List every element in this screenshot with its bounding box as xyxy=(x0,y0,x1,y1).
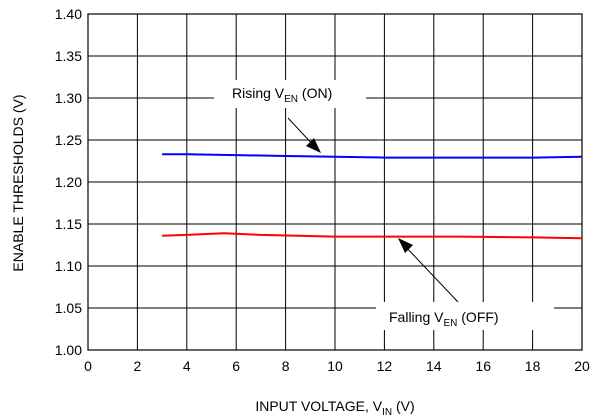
annotation-rising: Rising VEN (ON) xyxy=(214,80,366,153)
plot-frame xyxy=(87,13,583,351)
series-lines xyxy=(162,153,583,240)
x-tick-label-0: 0 xyxy=(84,358,92,374)
y-axis-title: ENABLE THRESHOLDS (V) xyxy=(10,94,26,271)
x-tick-label-10: 20 xyxy=(574,358,590,374)
y-tick-label-7: 1.35 xyxy=(55,48,82,64)
falling-label-sub: EN xyxy=(443,318,457,329)
falling-label-main: Falling V xyxy=(389,309,444,325)
x-axis-title-main: INPUT VOLTAGE, V xyxy=(255,398,382,414)
y-tick-label-0: 1.00 xyxy=(55,342,82,358)
rising-label-main: Rising V xyxy=(232,85,285,101)
y-tick-label-6: 1.30 xyxy=(55,90,82,106)
x-tick-label-7: 14 xyxy=(426,358,442,374)
grid-lines xyxy=(87,13,583,351)
y-tick-label-8: 1.40 xyxy=(55,6,82,22)
annotation-falling: Falling VEN (OFF) xyxy=(376,238,554,330)
annotation-rising-label: Rising VEN (ON) xyxy=(232,85,332,105)
x-tick-label-3: 6 xyxy=(232,358,240,374)
tick-labels: 0 2 4 6 8 10 12 14 16 18 20 1.00 1.05 1.10 1.15 1.20 1.2… xyxy=(55,6,590,374)
x-tick-label-2: 4 xyxy=(183,358,191,374)
rising-label-sub: EN xyxy=(284,94,298,105)
x-tick-label-6: 12 xyxy=(377,358,393,374)
x-tick-label-9: 18 xyxy=(525,358,541,374)
y-tick-label-5: 1.25 xyxy=(55,132,82,148)
x-tick-label-4: 8 xyxy=(282,358,290,374)
annotation-rising-bg xyxy=(214,80,366,108)
annotation-falling-label: Falling VEN (OFF) xyxy=(389,309,499,329)
y-tick-label-2: 1.10 xyxy=(55,258,82,274)
annotation-rising-arrowhead xyxy=(306,138,321,153)
rising-label-suffix: (ON) xyxy=(298,85,332,101)
x-tick-label-1: 2 xyxy=(134,358,142,374)
falling-label-suffix: (OFF) xyxy=(457,309,498,325)
annotation-falling-bg xyxy=(376,302,554,330)
y-tick-label-1: 1.05 xyxy=(55,300,82,316)
annotation-falling-arrowhead xyxy=(398,238,413,253)
annotation-falling-arrow-line xyxy=(402,243,459,303)
series-line-1 xyxy=(162,232,583,240)
x-axis-title: INPUT VOLTAGE, VIN (V) xyxy=(255,398,414,417)
x-axis-title-sub: IN xyxy=(382,407,392,417)
y-tick-label-3: 1.15 xyxy=(55,216,82,232)
series-line-0 xyxy=(162,153,583,159)
x-tick-label-8: 16 xyxy=(475,358,491,374)
x-axis-title-suffix: (V) xyxy=(392,398,415,414)
x-tick-label-5: 10 xyxy=(327,358,343,374)
y-tick-label-4: 1.20 xyxy=(55,174,82,190)
